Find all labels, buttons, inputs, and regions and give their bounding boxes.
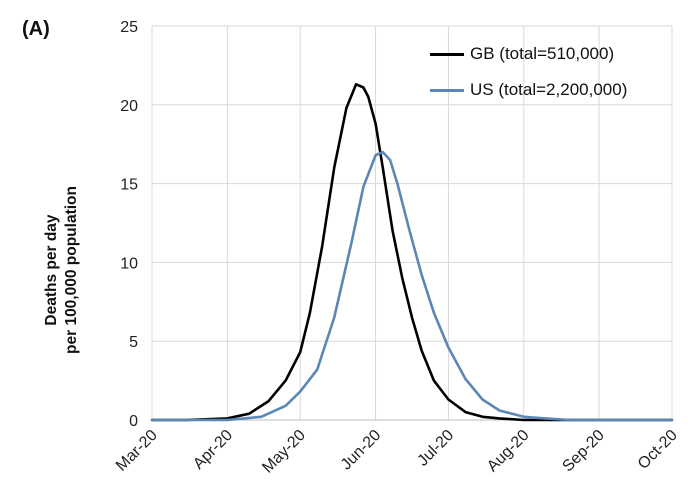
x-tick-label: Jun-20 xyxy=(338,427,385,474)
x-tick-label: May-20 xyxy=(259,427,309,477)
y-tick-label: 5 xyxy=(129,334,138,351)
x-tick-label: Mar-20 xyxy=(113,427,161,475)
y-tick-label: 15 xyxy=(120,177,138,194)
grid xyxy=(151,25,673,420)
legend-swatch-us xyxy=(430,88,464,92)
legend-swatch-gb xyxy=(430,52,464,56)
x-tick-label: Aug-20 xyxy=(484,427,533,476)
y-tick-label: 25 xyxy=(120,19,138,36)
legend-item-us: US (total=2,200,000) xyxy=(430,72,627,108)
legend: GB (total=510,000) US (total=2,200,000) xyxy=(430,36,627,108)
x-tick-labels: Mar-20 Apr-20 May-20 Jun-20 Jul-20 Aug-20 Sep-… xyxy=(113,427,681,477)
y-tick-label: 10 xyxy=(120,255,138,272)
x-tick-label: Apr-20 xyxy=(190,427,236,473)
series-line-gb xyxy=(150,83,674,422)
panel-label: (A) xyxy=(22,18,50,40)
series-lines xyxy=(150,83,674,422)
y-tick-labels: 0 5 10 15 20 25 xyxy=(120,19,138,430)
series-line-us xyxy=(150,150,674,422)
legend-label-gb: GB (total=510,000) xyxy=(470,44,615,63)
x-tick-label: Sep-20 xyxy=(559,427,608,476)
legend-item-gb: GB (total=510,000) xyxy=(430,36,627,72)
y-tick-label: 20 xyxy=(120,98,138,115)
x-tick-label: Oct-20 xyxy=(635,427,681,473)
y-tick-label: 0 xyxy=(129,413,138,430)
legend-label-us: US (total=2,200,000) xyxy=(470,80,628,99)
x-tick-label: Jul-20 xyxy=(414,427,457,470)
